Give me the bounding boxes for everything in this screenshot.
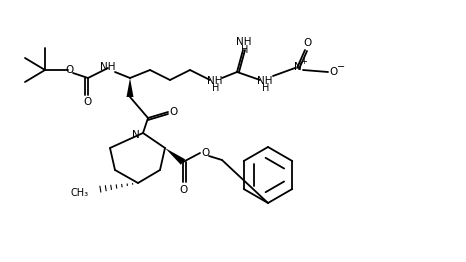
Text: N: N [294,62,302,72]
Text: H: H [212,83,219,93]
Text: H: H [262,83,270,93]
Text: O: O [170,107,178,117]
Text: O: O [65,65,73,75]
Text: NH: NH [257,76,273,86]
Polygon shape [165,148,185,165]
Polygon shape [126,78,133,97]
Text: H: H [241,45,249,55]
Text: NH: NH [100,62,116,72]
Text: −: − [337,62,345,72]
Text: O: O [180,185,188,195]
Text: N: N [132,130,140,140]
Text: +: + [301,57,308,67]
Text: O: O [84,97,92,107]
Text: CH₃: CH₃ [71,188,89,198]
Text: O: O [201,148,209,158]
Text: NH: NH [236,37,252,47]
Text: NH: NH [207,76,223,86]
Text: O: O [330,67,338,77]
Text: O: O [304,38,312,48]
